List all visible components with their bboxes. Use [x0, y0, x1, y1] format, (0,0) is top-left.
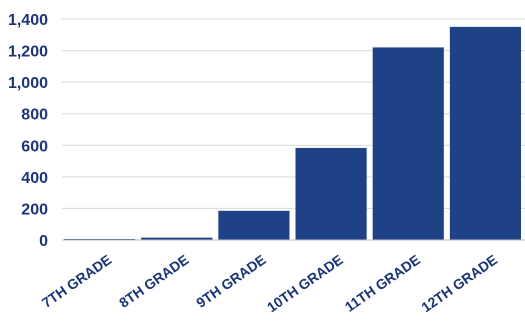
bar [372, 47, 444, 240]
x-tick-label: 7TH GRADE [39, 251, 114, 311]
bar [218, 210, 290, 240]
x-tick-label: 8TH GRADE [116, 251, 191, 311]
y-tick-label: 1,400 [8, 12, 48, 29]
x-tick-label: 10TH GRADE [264, 251, 346, 315]
y-tick-label: 0 [39, 233, 48, 250]
y-tick-label: 400 [21, 170, 48, 187]
y-tick-labels: 0 200 400 600 800 1,000 1,200 1,400 [8, 12, 48, 250]
bar [449, 26, 521, 241]
bar [141, 237, 213, 240]
x-tick-label: 11TH GRADE [342, 251, 423, 315]
y-tick-label: 200 [21, 201, 48, 218]
bar [295, 147, 367, 240]
y-tick-label: 600 [21, 138, 48, 155]
y-tick-label: 1,200 [8, 44, 48, 61]
gridlines [62, 18, 525, 209]
x-tick-label: 9TH GRADE [193, 251, 268, 311]
bars [64, 26, 521, 241]
y-tick-label: 1,000 [8, 75, 48, 92]
y-tick-label: 800 [21, 107, 48, 124]
x-tick-label: 12TH GRADE [418, 251, 500, 315]
